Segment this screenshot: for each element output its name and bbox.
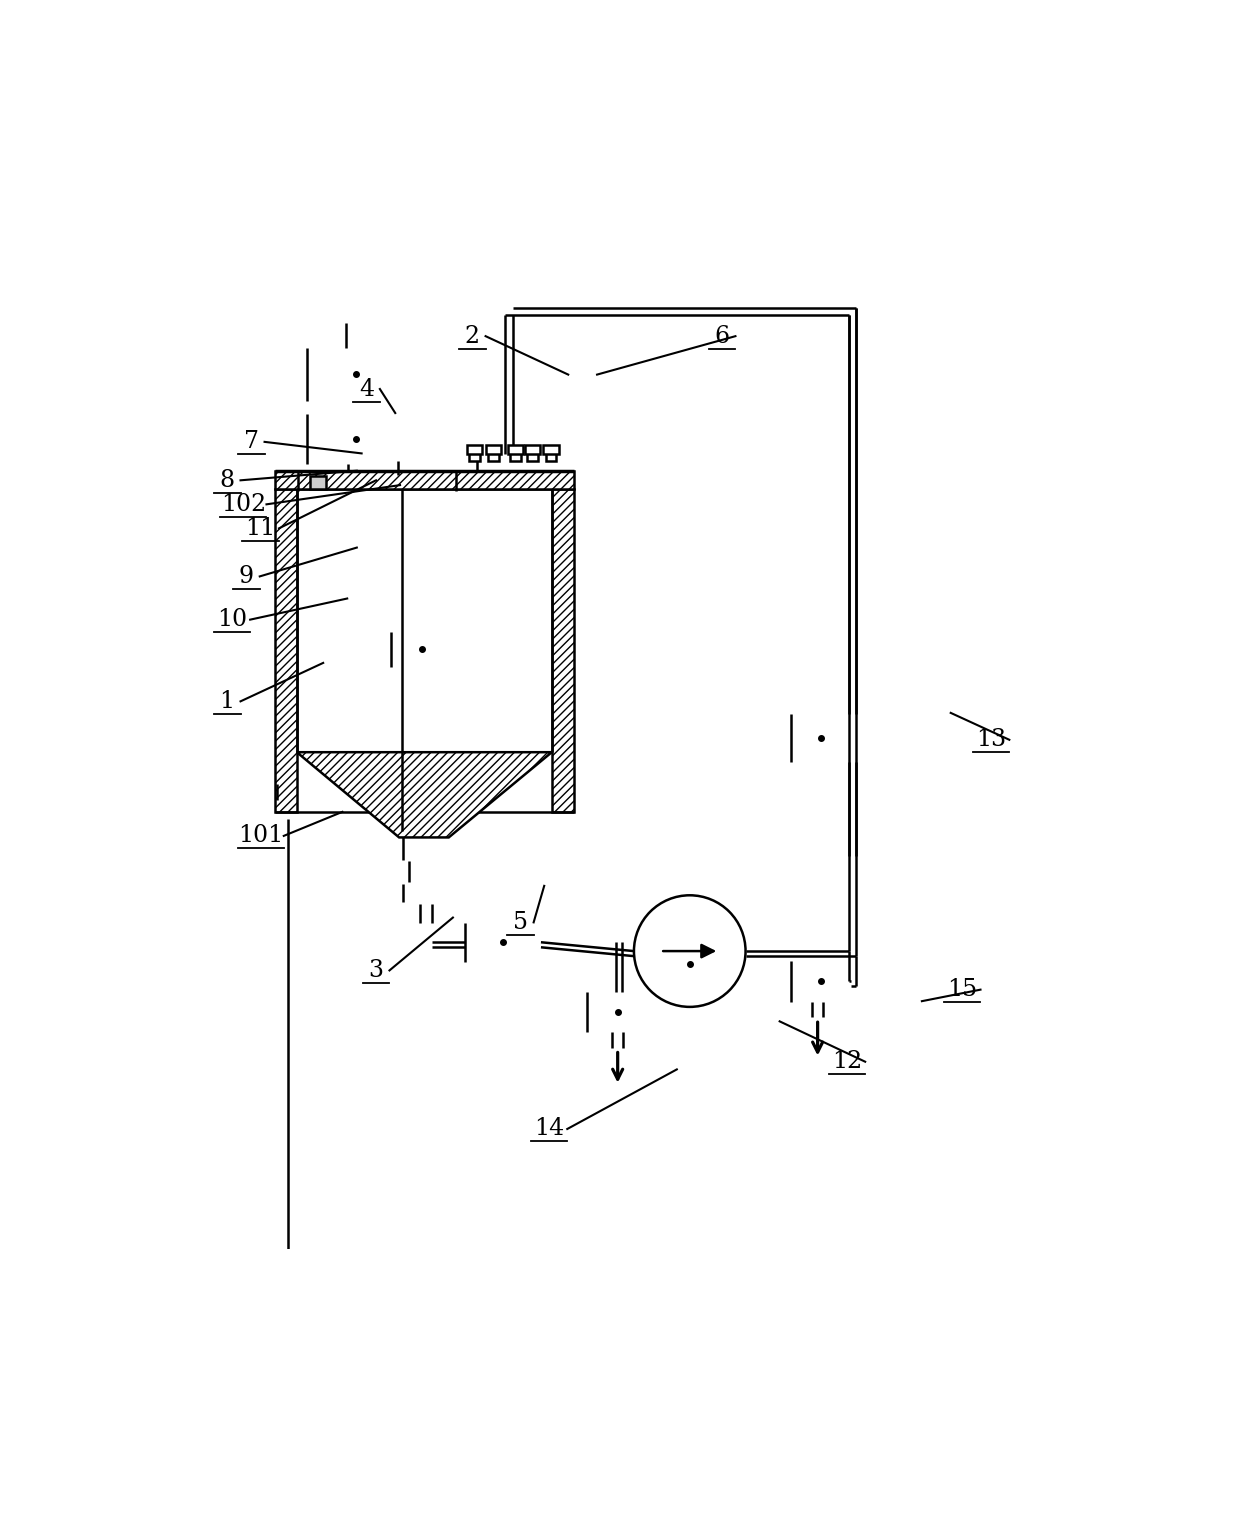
Bar [546,451,557,461]
Text: 2: 2 [465,324,480,347]
Bar [469,451,480,461]
Text: 13: 13 [976,729,1006,752]
Text: 4: 4 [358,377,374,400]
Bar [543,444,559,454]
Bar [552,489,573,813]
Bar [510,451,521,461]
Bar [275,489,296,813]
Polygon shape [296,752,552,837]
Text: 11: 11 [246,517,275,540]
Text: 102: 102 [221,493,267,516]
Bar [527,451,538,461]
Bar [489,451,498,461]
Text: 8: 8 [219,469,234,492]
Text: 15: 15 [947,979,977,1001]
Text: 10: 10 [217,609,247,632]
Text: 1: 1 [219,689,234,712]
Text: 6: 6 [714,324,729,347]
Bar [466,444,482,454]
Bar [310,476,325,489]
Text: 12: 12 [832,1050,862,1073]
Bar [525,444,541,454]
Text: 101: 101 [238,825,283,848]
Text: 3: 3 [368,959,383,982]
Text: 14: 14 [534,1117,564,1140]
Bar [275,472,573,489]
Text: 9: 9 [239,565,254,587]
Text: 7: 7 [243,431,259,454]
Polygon shape [296,752,552,837]
Polygon shape [296,489,552,837]
Bar [486,444,501,454]
Bar [507,444,523,454]
Text: 5: 5 [512,910,528,935]
